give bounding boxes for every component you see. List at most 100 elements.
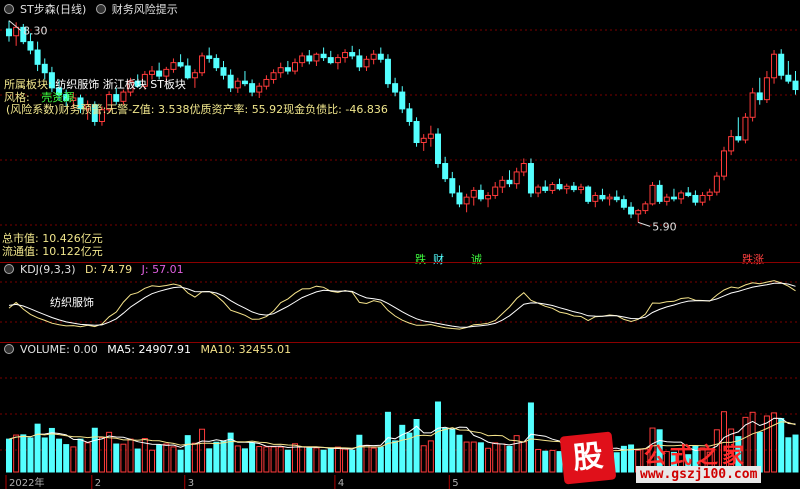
candle-up <box>98 109 105 122</box>
volume-bar-up <box>98 437 105 473</box>
style-value: 壳资源 <box>41 91 75 104</box>
candle-up <box>706 191 713 196</box>
kdj-panel[interactable]: KDJ(9,3,3) D: 74.79 J: 57.01 纺织服饰 <box>0 262 800 342</box>
time-axis: 2022年 2 3 4 5 <box>0 475 800 489</box>
candle-down <box>91 104 98 122</box>
candle-down <box>249 83 256 93</box>
volume-bar-down <box>63 444 70 473</box>
candle-down <box>778 53 785 76</box>
volume-bar-up <box>141 438 148 473</box>
candle-up <box>141 73 148 87</box>
indicator-dot-icon[interactable] <box>95 4 106 14</box>
volume-bar-down <box>413 419 420 473</box>
candle-up <box>234 80 241 89</box>
volume-bar-down <box>41 437 48 473</box>
volume-ma5: MA5: 24907.91 <box>107 343 191 356</box>
candle-down <box>384 58 391 85</box>
risk-line: (风险系数)财务预警:无警-Z值: 3.538优质资产率: 55.92现金负债比… <box>6 103 388 116</box>
volume-bar-down <box>449 428 456 473</box>
candle-up <box>256 85 263 93</box>
candle-up <box>642 203 649 212</box>
candle-up <box>492 186 499 196</box>
candle-up <box>749 92 756 118</box>
volume-bar-down <box>527 402 534 473</box>
candle-down <box>449 178 456 194</box>
volume-bar-down <box>620 445 627 473</box>
kdj-dot-icon[interactable] <box>4 264 14 274</box>
candle-up <box>163 68 170 77</box>
candle-up <box>463 196 470 205</box>
volume-bar-up <box>270 446 277 473</box>
candle-down <box>599 194 606 200</box>
style-line: 风格: 壳资源 <box>4 89 74 105</box>
volume-bar-up <box>277 446 284 473</box>
candle-down <box>477 189 484 200</box>
candle-up <box>149 70 155 75</box>
volume-bar-up <box>763 415 770 473</box>
kdj-d-value: D: 74.79 <box>85 263 133 276</box>
candle-down <box>620 199 627 208</box>
candle-down <box>785 74 792 82</box>
candle-up <box>363 58 370 68</box>
candle-down <box>585 186 592 202</box>
volume-bar-up <box>370 447 377 473</box>
candle-down <box>628 206 635 215</box>
candle-up <box>299 55 306 64</box>
volume-bar-up <box>363 444 370 473</box>
candle-up <box>342 52 349 59</box>
axis-label: 5 <box>452 478 458 489</box>
candle-up <box>592 194 599 202</box>
volume-bar-up <box>313 447 320 473</box>
volume-bar-up <box>263 446 270 473</box>
volume-bar-down <box>156 444 163 473</box>
kdj-chart[interactable] <box>0 262 800 342</box>
candle-down <box>34 49 41 65</box>
candle-down <box>413 120 420 144</box>
candle-up <box>549 184 556 191</box>
candle-down <box>156 70 163 77</box>
candle-up <box>535 186 542 194</box>
candle-down <box>377 53 384 60</box>
high-label: 8.30 <box>23 25 48 38</box>
candle-up <box>606 196 613 200</box>
candle-up <box>106 94 113 111</box>
candle-up <box>199 55 206 74</box>
candle-down <box>220 67 227 76</box>
candle-down <box>41 63 48 74</box>
volume-bar-up <box>342 448 349 473</box>
candle-down <box>670 196 677 200</box>
volume-bar-up <box>499 443 506 473</box>
volume-bar-down <box>91 427 98 473</box>
volume-bar-up <box>13 434 20 473</box>
candle-down <box>320 53 327 59</box>
volume-dot-icon[interactable] <box>4 344 14 354</box>
float-market-cap: 流通值: 10.122亿元 <box>2 245 103 258</box>
volume-bar-up <box>334 446 341 473</box>
price-panel[interactable]: 8.30 5.90 ST步森(日线) 财务风险提示 所属板块: 纺织服饰 浙江板块… <box>0 0 800 266</box>
volume-bar-up <box>120 443 127 473</box>
candle-up <box>649 184 656 205</box>
volume-bar-up <box>127 438 134 473</box>
volume-bar-down <box>392 440 399 473</box>
candle-up <box>578 186 584 191</box>
candle-up <box>742 116 749 141</box>
candle-down <box>556 184 563 190</box>
price-header: ST步森(日线) 财务风险提示 <box>4 1 184 17</box>
candle-down <box>48 72 55 89</box>
volume-bar-down <box>377 446 384 473</box>
settings-dot-icon[interactable] <box>4 4 14 14</box>
candle-down <box>20 26 27 43</box>
candle-down <box>206 55 213 59</box>
signal-tag-reduce: 诚 <box>471 253 482 266</box>
volume-bar-down <box>356 434 363 473</box>
volume-ma10: MA10: 32455.01 <box>200 343 292 356</box>
candlestick-chart[interactable]: 8.30 5.90 <box>0 0 800 262</box>
volume-bar-down <box>456 434 463 473</box>
axis-label: 3 <box>188 478 194 489</box>
candle-down <box>570 185 577 191</box>
volume-bar-down <box>249 442 256 473</box>
candle-up <box>470 189 477 198</box>
candle-down <box>284 67 291 72</box>
volume-bar-down <box>213 441 220 473</box>
candle-down <box>356 55 363 68</box>
